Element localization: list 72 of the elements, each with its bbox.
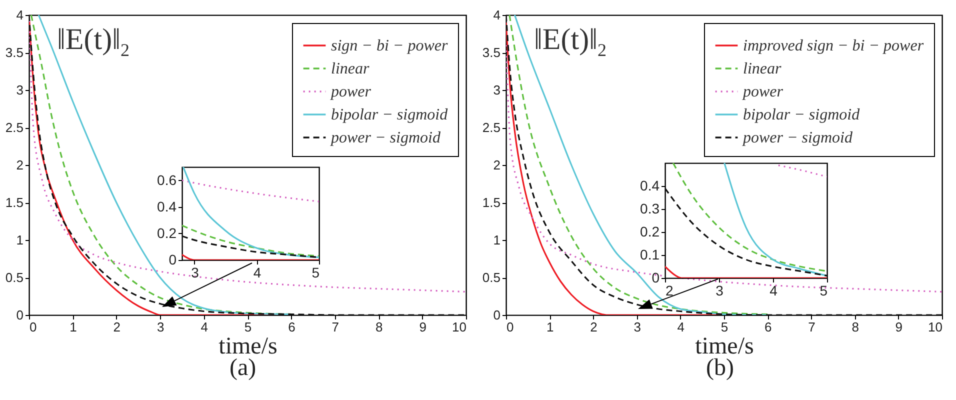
annotation: ‖E(t)‖$_{2}$	[534, 23, 606, 61]
x-tick-label: 10	[928, 320, 942, 334]
y-tick-label: 0	[493, 308, 500, 322]
x-tick-label: 5	[244, 320, 252, 334]
y-tick-label: 1.5	[5, 195, 24, 210]
x-tick-label: 9	[895, 320, 903, 334]
legend-label: sign − bi − power	[331, 38, 448, 54]
x-tick-label: 6	[288, 320, 296, 334]
y-tick-label: 2	[16, 158, 24, 172]
y-tick-label: 1	[16, 232, 24, 248]
legend-label: power − sigmoid	[330, 130, 442, 146]
line-series	[182, 235, 319, 258]
y-tick-label: 0.2	[157, 224, 177, 241]
x-tick-label: 5	[820, 282, 828, 298]
y-tick-label: 0.5	[5, 270, 24, 285]
y-tick-label: 0.1	[640, 246, 660, 262]
x-tick-label: 6	[764, 320, 772, 334]
y-tick-label: 0	[16, 308, 24, 322]
y-tick-label: 0.6	[157, 172, 177, 188]
x-tick-label: 9	[419, 320, 426, 334]
legend-label: linear	[331, 60, 370, 78]
x-tick-label: 7	[332, 320, 340, 334]
y-tick-label: 4	[16, 8, 24, 22]
y-tick-label: 3	[493, 82, 500, 98]
x-tick-label: 4	[677, 320, 685, 334]
x-tick-label: 2	[590, 320, 598, 334]
x-tick-label: 0	[506, 320, 514, 334]
y-tick-label: 2	[493, 158, 500, 172]
x-tick-label: 2	[113, 320, 121, 334]
y-tick-label: 0.4	[157, 198, 177, 214]
y-tick-label: 3.5	[482, 45, 500, 60]
legend-label: linear	[743, 60, 782, 78]
line-series	[672, 163, 827, 272]
y-tick-label: 2.5	[5, 120, 24, 135]
y-tick-label: 2.5	[482, 120, 500, 135]
x-tick-label: 2	[666, 282, 674, 298]
line-series	[665, 188, 827, 276]
x-tick-label: 10	[452, 320, 466, 334]
x-tick-label: 5	[312, 264, 320, 280]
x-tick-label: 7	[808, 320, 816, 334]
legend-label: bipolar − sigmoid	[331, 106, 449, 124]
line-series	[182, 167, 319, 258]
y-tick-label: 3.5	[5, 45, 24, 60]
annotation: ‖E(t)‖$_{2}$	[57, 23, 130, 61]
x-tick-label: 0	[30, 320, 37, 334]
x-tick-label: 5	[720, 320, 728, 334]
line-series	[182, 179, 319, 202]
x-tick-label: 1	[70, 320, 77, 334]
legend-label: bipolar − sigmoid	[743, 106, 861, 124]
y-tick-label: 0	[168, 252, 177, 268]
x-tick-label: 8	[375, 320, 383, 334]
y-tick-label: 1.5	[482, 195, 500, 210]
x-tick-label: 4	[200, 320, 208, 334]
x-tick-label: 3	[191, 264, 200, 280]
x-tick-label: 8	[852, 320, 859, 334]
y-tick-label: 0.3	[640, 200, 660, 216]
y-tick-label: 3	[16, 82, 24, 98]
x-tick-label: 3	[716, 282, 724, 298]
y-tick-label: 1	[493, 232, 500, 248]
line-series	[724, 163, 827, 276]
line-series	[182, 224, 319, 257]
y-tick-label: 0.5	[482, 270, 500, 285]
x-tick-label: 4	[770, 282, 778, 298]
x-tick-label: 1	[546, 320, 554, 334]
legend-label: power	[742, 84, 784, 100]
y-tick-label: 4	[493, 8, 500, 22]
legend-label: improved sign − bi − power	[743, 38, 924, 54]
legend-label: power − sigmoid	[742, 130, 854, 146]
y-tick-label: 0.4	[640, 178, 660, 194]
legend-label: power	[330, 84, 372, 100]
y-tick-label: 0.2	[640, 224, 660, 240]
x-tick-label: 4	[253, 264, 262, 280]
